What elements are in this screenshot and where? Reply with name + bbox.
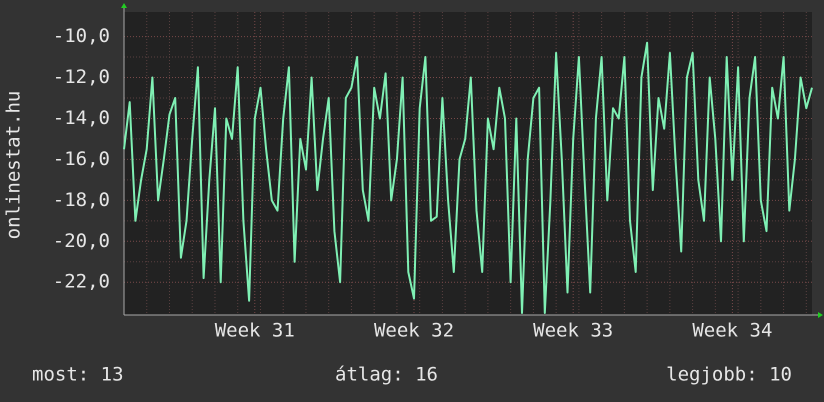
x-tick-label: Week 34 [692,320,772,342]
y-axis-label: onlinestat.hu [3,91,25,240]
y-tick-label: -22,0 [53,271,110,293]
footer-current: most: 13 [32,364,124,386]
y-tick-label: -20,0 [53,230,110,252]
y-tick-label: -14,0 [53,107,110,129]
axis-arrow [818,312,823,318]
x-tick-label: Week 33 [533,320,613,342]
y-tick-label: -10,0 [53,25,110,47]
y-tick-label: -16,0 [53,148,110,170]
plot-area [124,12,812,315]
y-tick-label: -18,0 [53,189,110,211]
x-tick-label: Week 32 [374,320,454,342]
data-line [123,41,813,314]
footer-average: átlag: 16 [335,364,438,386]
axis-arrow [121,3,127,8]
x-tick-label: Week 31 [215,320,295,342]
footer-best: legjobb: 10 [666,364,792,386]
y-tick-label: -12,0 [53,66,110,88]
